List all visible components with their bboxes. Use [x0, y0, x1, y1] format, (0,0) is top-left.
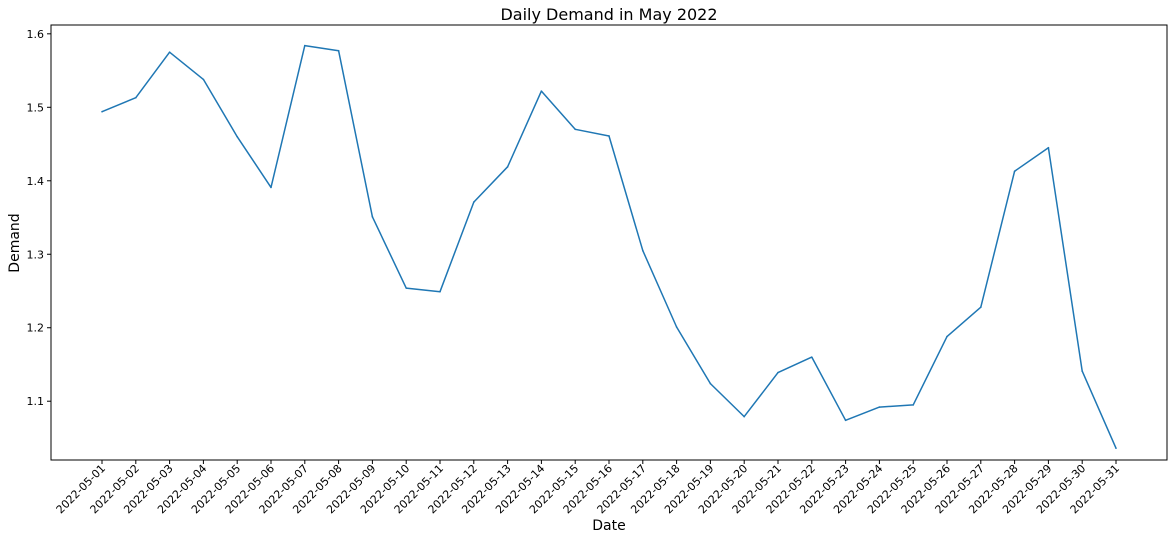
- data-point: [946, 335, 948, 338]
- data-point: [574, 128, 576, 131]
- data-point: [878, 406, 881, 408]
- data-point: [168, 51, 171, 53]
- data-point: [540, 90, 543, 92]
- data-point: [202, 78, 205, 81]
- data-point: [506, 166, 509, 168]
- data-point: [608, 135, 610, 137]
- data-point: [1047, 146, 1050, 149]
- data-point: [642, 249, 644, 252]
- data-point: [980, 306, 982, 308]
- y-tick-label: 1.1: [27, 395, 45, 408]
- data-point: [777, 371, 779, 374]
- data-point: [101, 110, 103, 113]
- data-point: [709, 382, 712, 385]
- y-tick-label: 1.3: [27, 248, 45, 261]
- data-point: [743, 415, 745, 418]
- data-point: [1081, 370, 1083, 372]
- plot-area: 1.11.21.31.41.51.62022-05-012022-05-0220…: [27, 28, 1123, 517]
- y-tick-label: 1.2: [27, 322, 45, 335]
- data-point: [304, 44, 306, 47]
- data-point: [675, 326, 678, 328]
- x-axis-label: Date: [592, 518, 625, 534]
- y-tick-label: 1.6: [27, 28, 45, 41]
- data-point: [135, 96, 137, 99]
- chart-title: Daily Demand in May 2022: [500, 5, 717, 24]
- data-point: [912, 404, 914, 406]
- demand-series-line: [101, 44, 1117, 449]
- data-point: [439, 290, 441, 293]
- data-point: [811, 356, 813, 358]
- data-point: [1013, 170, 1016, 173]
- data-point: [1115, 447, 1117, 450]
- data-point: [337, 49, 340, 52]
- data-point: [473, 201, 475, 203]
- y-tick-label: 1.5: [27, 101, 45, 114]
- plot-frame: [50, 24, 1168, 461]
- data-point: [371, 215, 374, 218]
- data-point: [844, 419, 847, 422]
- y-tick-label: 1.4: [27, 175, 45, 188]
- data-point: [270, 186, 272, 189]
- data-point: [405, 287, 408, 289]
- data-point: [236, 135, 238, 138]
- y-axis-label: Demand: [7, 213, 23, 272]
